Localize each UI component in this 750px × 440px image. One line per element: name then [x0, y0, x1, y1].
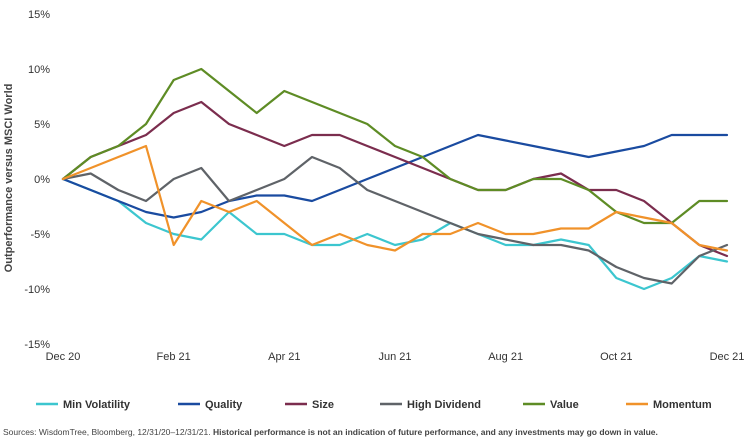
- x-tick-label: Jun 21: [378, 351, 411, 363]
- y-tick-label: -15%: [24, 339, 50, 351]
- x-axis-ticks: Dec 20 Feb 21 Apr 21 Jun 21 Aug 21 Oct 21 Dec …: [46, 351, 745, 363]
- y-axis-label-group: Outperformance versus MSCI World: [3, 84, 15, 273]
- y-axis-label: Outperformance versus MSCI World: [3, 84, 15, 273]
- y-tick-label: 5%: [34, 119, 50, 131]
- source-note: Sources: WisdomTree, Bloomberg, 12/31/20…: [3, 427, 658, 437]
- x-tick-label: Dec 20: [46, 351, 81, 363]
- legend-label: Value: [550, 399, 579, 411]
- x-tick-label: Feb 21: [157, 351, 191, 363]
- source-disclaimer: Historical performance is not an indicat…: [212, 427, 658, 437]
- legend: Min Volatility Quality Size High Dividend Va…: [36, 399, 712, 411]
- series-line-momentum: [61, 144, 729, 252]
- y-tick-label: 10%: [28, 64, 50, 76]
- legend-label: Quality: [205, 399, 243, 411]
- x-tick-label: Oct 21: [600, 351, 632, 363]
- legend-label: Size: [312, 399, 334, 411]
- y-tick-label: 15%: [28, 9, 50, 21]
- source-text: Sources: WisdomTree, Bloomberg, 12/31/20…: [3, 427, 211, 437]
- series-line-high-dividend: [61, 155, 729, 285]
- legend-label: Momentum: [653, 399, 712, 411]
- y-tick-label: 0%: [34, 174, 50, 186]
- x-tick-label: Apr 21: [268, 351, 300, 363]
- series-line-quality: [61, 133, 729, 219]
- x-tick-label: Aug 21: [488, 351, 523, 363]
- series-line-size: [61, 100, 729, 258]
- series-lines: [61, 67, 729, 291]
- y-tick-label: -10%: [24, 284, 50, 296]
- legend-label: Min Volatility: [63, 399, 131, 411]
- legend-label: High Dividend: [407, 399, 481, 411]
- y-axis-ticks: 15% 10% 5% 0% -5% -10% -15%: [24, 9, 50, 351]
- series-line-min-volatility: [61, 177, 729, 291]
- x-tick-label: Dec 21: [710, 351, 745, 363]
- y-tick-label: -5%: [30, 229, 50, 241]
